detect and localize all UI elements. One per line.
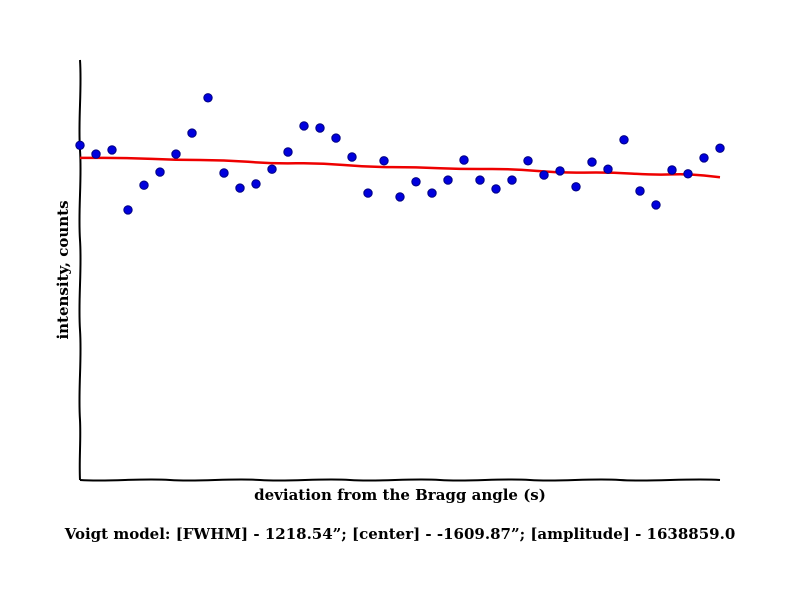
data-point <box>139 180 149 190</box>
data-point <box>523 156 533 166</box>
data-points <box>75 93 725 215</box>
data-point <box>651 200 661 210</box>
data-point <box>667 165 677 175</box>
data-point <box>395 192 405 202</box>
data-point <box>363 188 373 198</box>
data-point <box>171 149 181 159</box>
data-point <box>299 121 309 131</box>
data-point <box>75 140 85 151</box>
data-point <box>283 147 293 157</box>
data-point <box>219 168 229 178</box>
data-point <box>459 155 469 165</box>
data-point <box>699 153 709 163</box>
x-axis <box>79 478 721 482</box>
data-point <box>443 175 453 185</box>
data-point <box>331 133 341 143</box>
data-point <box>555 166 565 176</box>
data-point <box>123 205 133 215</box>
data-point <box>635 186 645 196</box>
data-point <box>475 175 485 185</box>
data-point <box>379 156 389 166</box>
data-point <box>507 175 517 185</box>
data-point <box>235 183 245 193</box>
data-point <box>251 179 261 189</box>
fit-line <box>79 156 721 179</box>
data-point <box>187 128 197 138</box>
data-point <box>203 93 213 103</box>
data-point <box>715 143 725 153</box>
data-point <box>539 170 549 180</box>
data-point <box>155 167 165 177</box>
data-point <box>619 135 629 145</box>
data-point <box>571 182 581 192</box>
data-point <box>587 157 597 167</box>
data-point <box>603 164 613 174</box>
data-point <box>267 164 277 174</box>
y-axis <box>78 59 82 481</box>
data-point <box>347 152 357 162</box>
data-point <box>683 169 693 179</box>
data-point <box>91 149 101 159</box>
y-axis-label: intensity, counts <box>54 200 72 339</box>
data-point <box>427 188 437 198</box>
data-point <box>411 177 421 187</box>
data-point <box>315 123 325 133</box>
x-axis-label: deviation from the Bragg angle (s) <box>254 486 546 504</box>
fit-caption: Voigt model: [FWHM] - 1218.54”; [center]… <box>64 525 736 543</box>
data-point <box>107 145 117 155</box>
data-point <box>491 184 501 194</box>
